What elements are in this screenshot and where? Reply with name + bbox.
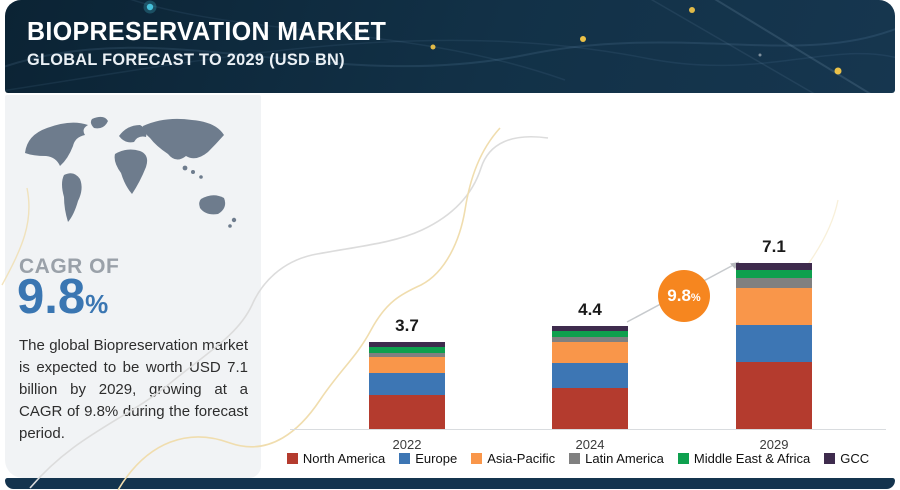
legend-label-gcc: GCC <box>840 451 870 466</box>
segment-middle-east-africa-2024 <box>552 330 628 338</box>
legend-item-asia-pacific: Asia-Pacific <box>471 451 555 466</box>
legend-swatch-europe <box>399 453 411 464</box>
x-axis-label-2022: 2022 <box>392 437 422 452</box>
chart-legend: North America Europe Asia-Pacific Latin Ame… <box>258 451 898 466</box>
badge-value: 9.8 <box>667 286 691 305</box>
segment-gcc-2029 <box>736 262 812 270</box>
segment-asia-pacific-2029 <box>736 288 812 326</box>
stacked-bar-2024 <box>552 326 628 429</box>
segment-middle-east-africa-2029 <box>736 269 812 279</box>
segment-asia-pacific-2024 <box>552 342 628 363</box>
segment-north-america-2022 <box>369 395 445 429</box>
legend-label-europe: Europe <box>415 451 458 466</box>
segment-north-america-2024 <box>552 388 628 429</box>
segment-europe-2022 <box>369 373 445 396</box>
legend-swatch-gcc <box>824 453 836 464</box>
legend-item-latin-america: Latin America <box>569 451 664 466</box>
stacked-bar-2029 <box>736 262 812 429</box>
bar-value-label-2022: 3.7 <box>395 316 419 336</box>
segment-north-america-2029 <box>736 361 812 429</box>
segment-europe-2024 <box>552 362 628 388</box>
header-banner: BIOPRESERVATION MARKET GLOBAL FORECAST T… <box>5 0 895 93</box>
segment-latin-america-2024 <box>552 337 628 343</box>
segment-gcc-2024 <box>552 326 628 331</box>
legend-swatch-asia-pacific <box>471 453 483 464</box>
legend-label-middle-east-africa: Middle East & Africa <box>693 451 811 466</box>
legend-item-gcc: GCC <box>824 451 869 466</box>
legend-item-middle-east-africa: Middle East & Africa <box>677 451 811 466</box>
legend-item-north-america: North America <box>286 451 386 466</box>
legend-label-asia-pacific: Asia-Pacific <box>487 451 556 466</box>
legend-swatch-middle-east-africa <box>677 453 689 464</box>
page-title: BIOPRESERVATION MARKET <box>27 16 387 46</box>
badge-percent-sign: % <box>690 291 701 304</box>
legend-label-north-america: North America <box>302 451 386 466</box>
bar-value-label-2029: 7.1 <box>762 236 786 256</box>
legend-swatch-latin-america <box>569 453 581 464</box>
bar-value-label-2024: 4.4 <box>578 300 602 320</box>
segment-europe-2029 <box>736 325 812 362</box>
x-axis-line <box>290 429 886 430</box>
segment-latin-america-2029 <box>736 278 812 289</box>
network-decoration <box>5 0 895 93</box>
legend-swatch-north-america <box>286 453 298 464</box>
legend-label-latin-america: Latin America <box>585 451 664 466</box>
x-axis-label-2024: 2024 <box>575 437 605 452</box>
legend-item-europe: Europe <box>399 451 457 466</box>
x-axis-label-2029: 2029 <box>759 437 789 452</box>
page-subtitle: GLOBAL FORECAST TO 2029 (USD BN) <box>27 50 345 69</box>
stacked-bar-2022 <box>369 342 445 429</box>
cagr-badge: 9.8% <box>658 270 710 322</box>
segment-asia-pacific-2022 <box>369 357 445 374</box>
